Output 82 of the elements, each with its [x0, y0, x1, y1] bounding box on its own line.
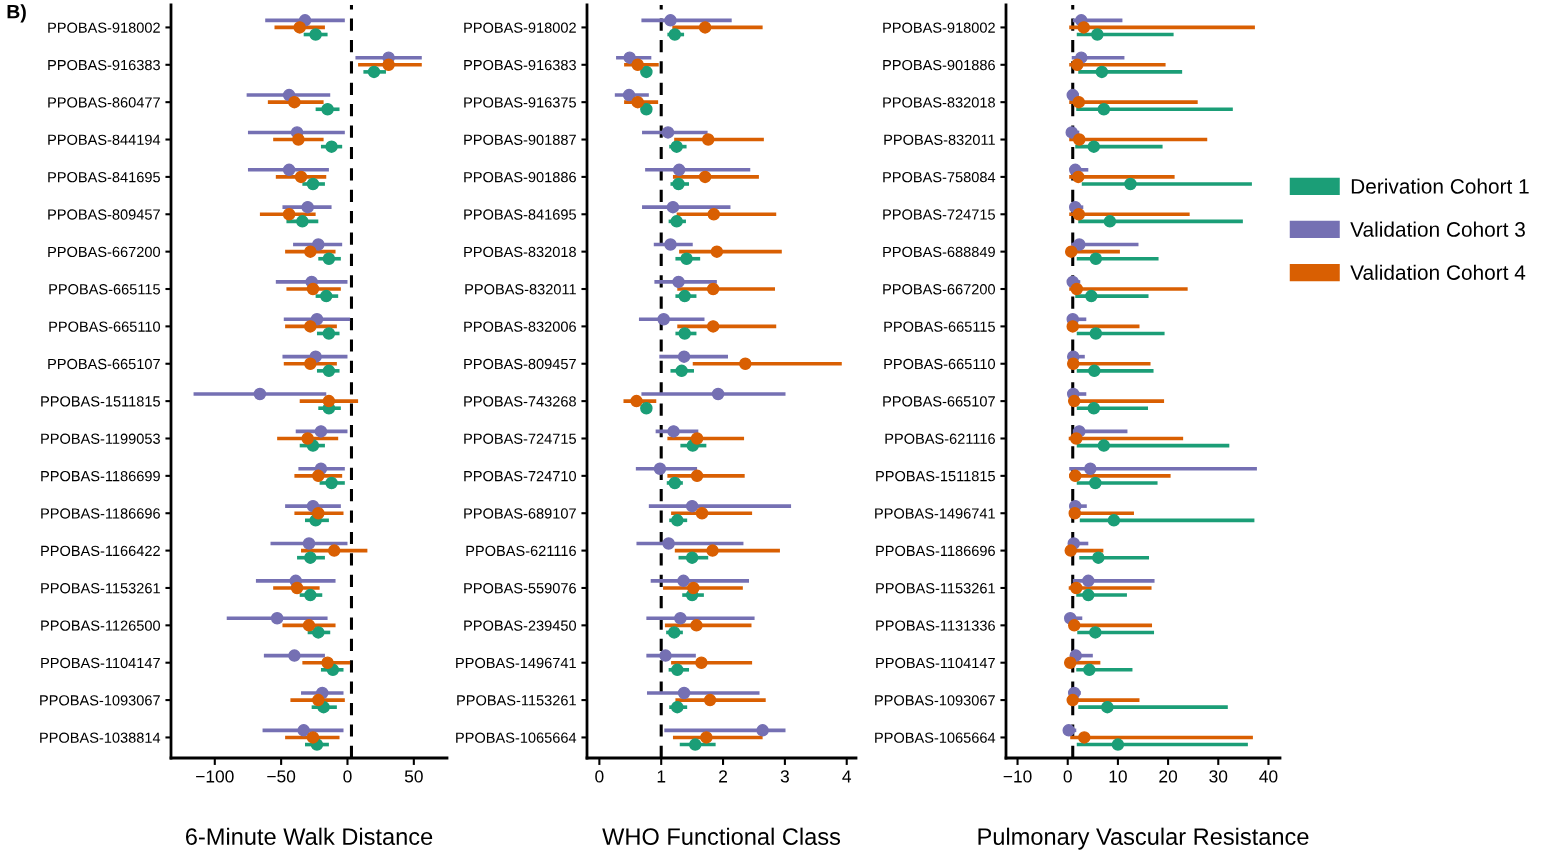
y-tick-label: PPOBAS-1153261: [876, 583, 995, 594]
y-tick-label: PPOBAS-667200: [883, 284, 996, 295]
y-tick-label: PPOBAS-758084: [883, 172, 996, 183]
y-tick-label: PPOBAS-901886: [464, 172, 576, 183]
x-tick-label: −50: [267, 770, 296, 783]
x-tick-label: 20: [1159, 770, 1178, 783]
y-tick-label: PPOBAS-1104147: [41, 657, 160, 669]
y-tick-label: PPOBAS-239450: [464, 620, 577, 631]
y-tick-label: PPOBAS-689107: [464, 508, 576, 519]
y-tick-label: PPOBAS-1093067: [40, 695, 160, 706]
x-tick-label: 30: [1209, 770, 1228, 783]
y-tick-label: PPOBAS-724715: [883, 209, 995, 220]
y-tick-label: PPOBAS-860477: [48, 97, 160, 108]
y-tick-label: PPOBAS-1496741: [456, 657, 576, 669]
y-tick-label: PPOBAS-724715: [464, 433, 576, 444]
y-tick-label: PPOBAS-1153261: [457, 695, 576, 706]
y-tick-label: PPOBAS-844194: [48, 134, 161, 145]
y-tick-label: PPOBAS-918002: [48, 22, 160, 33]
y-tick-label: PPOBAS-621116: [885, 433, 995, 444]
x-tick-label: −10: [1003, 770, 1032, 783]
y-tick-label: PPOBAS-832011: [884, 134, 995, 145]
y-tick-label: PPOBAS-901887: [464, 134, 576, 145]
y-tick-label: PPOBAS-665110: [49, 321, 161, 332]
x-tick-label: 0: [343, 770, 352, 783]
x-axis-title: Pulmonary Vascular Resistance: [978, 827, 1309, 850]
y-tick-label: PPOBAS-1186699: [41, 470, 160, 482]
y-tick-label: PPOBAS-809457: [464, 358, 576, 370]
x-tick-label: 10: [1109, 770, 1127, 783]
x-tick-label: 2: [719, 770, 727, 783]
x-tick-label: 50: [404, 770, 423, 783]
y-tick-label: PPOBAS-916383: [464, 59, 576, 71]
y-tick-label: PPOBAS-841695: [464, 209, 576, 220]
y-tick-label: PPOBAS-743268: [464, 396, 576, 407]
y-tick-label: PPOBAS-916375: [464, 97, 576, 108]
y-tick-label: PPOBAS-688849: [883, 246, 995, 258]
y-tick-label: PPOBAS-1496741: [875, 508, 995, 519]
legend-label: Validation Cohort 4: [1350, 264, 1526, 280]
y-tick-label: PPOBAS-918002: [464, 22, 576, 33]
y-tick-label: PPOBAS-1186696: [876, 545, 995, 557]
y-tick-label: PPOBAS-665115: [884, 321, 995, 332]
y-tick-label: PPOBAS-1511815: [41, 396, 160, 407]
y-tick-label: PPOBAS-1126500: [41, 620, 161, 631]
y-tick-label: PPOBAS-901886: [883, 59, 995, 71]
x-tick-label: 0: [595, 770, 604, 783]
x-tick-label: 1: [657, 770, 666, 783]
y-tick-label: PPOBAS-1104147: [876, 657, 995, 669]
y-tick-label: PPOBAS-1199053: [41, 433, 160, 444]
y-tick-label: PPOBAS-809457: [48, 209, 160, 220]
y-tick-label: PPOBAS-1065664: [875, 732, 996, 743]
y-tick-label: PPOBAS-832006: [464, 321, 576, 332]
y-tick-label: PPOBAS-916383: [48, 59, 160, 71]
y-tick-label: PPOBAS-1186696: [41, 508, 160, 519]
y-tick-label: PPOBAS-832018: [883, 97, 995, 108]
y-tick-label: PPOBAS-1131336: [876, 620, 995, 631]
x-tick-label: 3: [780, 770, 789, 783]
y-tick-label: PPOBAS-1093067: [875, 695, 995, 706]
x-axis-title: 6-Minute Walk Distance: [185, 827, 433, 845]
y-tick-label: PPOBAS-841695: [48, 172, 160, 183]
y-tick-label: PPOBAS-665107: [48, 358, 160, 370]
y-tick-label: PPOBAS-621116: [466, 545, 576, 557]
legend-label: Derivation Cohort 1: [1351, 178, 1529, 194]
y-tick-label: PPOBAS-724710: [464, 470, 577, 482]
x-tick-label: −100: [196, 770, 234, 783]
y-tick-label: PPOBAS-559076: [464, 583, 576, 594]
y-tick-label: PPOBAS-1511815: [876, 470, 995, 482]
x-tick-label: 0: [1063, 770, 1072, 783]
y-tick-label: PPOBAS-665115: [49, 284, 160, 295]
y-tick-label: PPOBAS-918002: [883, 22, 995, 33]
y-tick-label: PPOBAS-665107: [883, 396, 995, 407]
y-tick-label: PPOBAS-1065664: [456, 732, 577, 743]
x-tick-label: 4: [842, 770, 852, 783]
y-tick-label: PPOBAS-832018: [464, 246, 576, 258]
y-tick-label: PPOBAS-1038814: [40, 732, 161, 743]
x-axis-title: WHO Functional Class: [602, 827, 841, 845]
y-tick-label: PPOBAS-665110: [884, 358, 996, 370]
y-tick-label: PPOBAS-667200: [48, 246, 161, 258]
y-tick-label: PPOBAS-1166422: [41, 545, 160, 557]
text: B): [7, 4, 26, 23]
y-tick-label: PPOBAS-832011: [465, 284, 576, 295]
legend-label: Validation Cohort 3: [1350, 221, 1525, 237]
y-tick-label: PPOBAS-1153261: [41, 583, 160, 594]
x-tick-label: 40: [1259, 770, 1278, 783]
